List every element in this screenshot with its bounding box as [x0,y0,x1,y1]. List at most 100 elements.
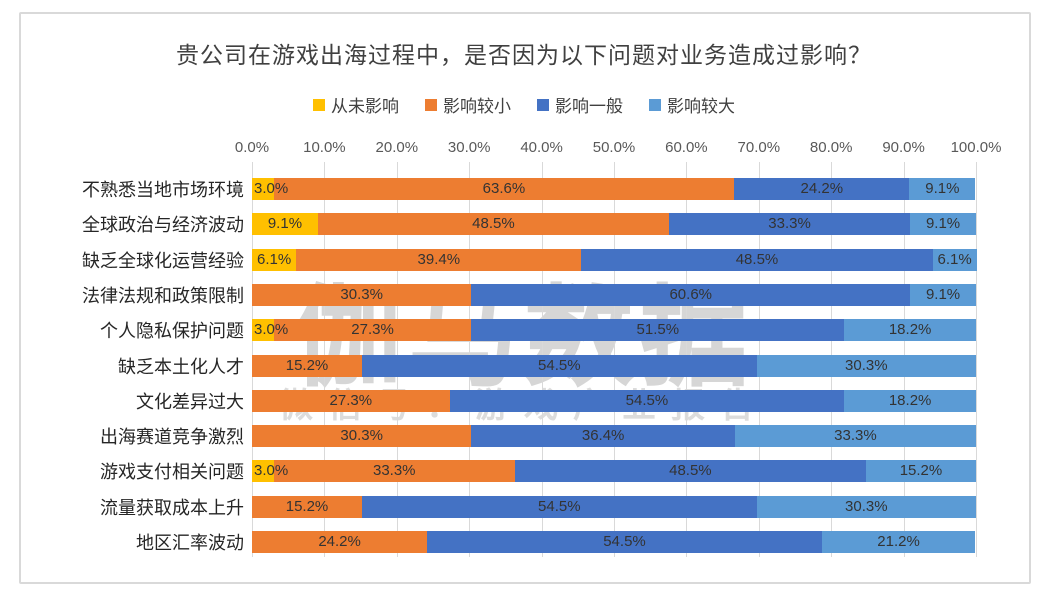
bar-segment [362,354,757,377]
legend-item-1: 从未影响 [313,92,399,117]
bar-segment [252,354,363,377]
bar-segment [273,319,472,342]
legend-swatch-icon [425,98,437,111]
legend-label: 影响较小 [443,97,511,116]
bar-segment-label: 48.5% [735,250,779,268]
bar-segment-label: 48.5% [669,462,712,480]
bar-segment [756,495,976,518]
bar-segment [909,178,976,200]
bar-segment [514,460,866,483]
bar-segment-label: 30.3% [845,497,888,515]
legend-swatch-icon [649,98,661,111]
bar-segment-label: 9.1% [925,215,961,233]
bar-segment-label: 3.0% [254,321,289,339]
bar-segment [844,389,976,412]
bar-segment-label: 24.2% [318,533,361,550]
bar-segment-label: 24.2% [800,180,844,197]
bar-segment [252,531,428,553]
axis-tick-label: 40.0% [520,139,563,156]
bar-segment-label: 9.1% [925,285,961,303]
bar-segment [317,213,669,236]
bar-segment [471,425,735,448]
bar-segment-label: 3.0% [254,462,289,480]
bar-segment [273,178,735,200]
category-axis: 不熟悉当地市场环境 全球政治与经济波动 缺乏全球化运营经验 法律法规和政策限制个人隐私… [28,162,244,557]
bar-segment [273,460,515,483]
bar-segment [252,460,274,483]
bar-row: 3.0% 63.6% 24.2% 9.1% [252,178,976,200]
bar-segment-label: 30.3% [340,285,383,303]
bar-segment-label: 54.5% [625,391,669,409]
category-label: 缺乏全球化运营经验 [82,250,244,271]
bar-segment [865,460,976,483]
bar-segment-label: 9.1% [267,215,303,233]
category-label: 缺乏本土化人才 [118,356,244,377]
category-label: 不熟悉当地市场环境 [82,180,244,200]
axis-tick-label: 100.0% [950,139,1002,156]
bar-segment [252,283,472,306]
bar-segment-label: 36.4% [581,427,625,445]
bar-segment [252,425,472,448]
bar-segment-label: 54.5% [538,497,581,515]
axis-tick-label: 20.0% [375,139,419,156]
bar-segment-label: 21.2% [877,533,920,550]
bar-segment-label: 63.6% [482,180,526,197]
category-label: 全球政治与经济波动 [82,215,244,236]
category-label: 出海赛道竞争激烈 [100,427,244,448]
category-label: 法律法规和政策限制 [82,285,244,306]
bar-segment [669,213,911,236]
bar-row: 30.3% 36.4% 33.3% [252,425,976,448]
bar-segment [252,178,274,200]
bar-segment [252,213,318,236]
axis-tick-label: 10.0% [303,139,346,156]
category-label: 流量获取成本上升 [100,497,244,518]
bar-row: 3.0% 33.3% 48.5% 15.2% [252,460,976,483]
legend-item-2: 影响较小 [425,92,511,117]
bar-segment [821,531,976,553]
bar-segment [252,495,363,518]
bar-segment [362,495,757,518]
axis-tick-label: 50.0% [592,139,636,156]
plot-area: 3.0% 63.6% 24.2% 9.1% 9.1% 48.5% 33.3% 9.1% 6.1%… [252,162,977,557]
bar-segment [910,283,976,306]
bar-segment [449,389,845,412]
legend-item-3: 影响一般 [537,92,623,117]
bar-segment-label: 27.3% [329,391,373,409]
bar-row: 9.1% 48.5% 33.3% 9.1% [252,213,976,236]
bar-segment-label: 6.1% [937,250,972,268]
chart-title: 贵公司在游戏出海过程中，是否因为以下问题对业务造成过影响？ [176,42,872,68]
gridline [976,162,977,557]
category-label: 个人隐私保护问题 [100,321,244,342]
bar-segment-label: 48.5% [472,215,515,233]
category-label: 地区汇率波动 [136,533,244,553]
axis-tick-label: 80.0% [809,139,853,156]
bar-segment-label: 54.5% [603,533,646,550]
legend-swatch-icon [313,98,325,111]
bar-segment [581,248,933,271]
legend-label: 影响一般 [555,97,623,116]
bar-segment [252,319,274,342]
axis-tick-label: 70.0% [737,139,781,156]
bar-segment [734,425,976,448]
bar-row: 15.2% 54.5% 30.3% [252,495,976,518]
axis-tick-label: 0.0% [234,139,270,156]
bar-segment-label: 30.3% [845,356,888,374]
bar-segment-label: 33.3% [834,427,877,445]
bar-segment [756,354,976,377]
bar-row: 3.0% 27.3% 51.5% 18.2% [252,319,976,342]
bar-segment [252,389,450,412]
x-axis: 0.0% 10.0% 20.0% 30.0% 40.0% 50.0% 60.0% 70.0% 8… [235,139,1002,157]
legend: 从未影响 影响较小 影响一般 影响较大 [0,92,1048,117]
legend-label: 影响较大 [667,97,735,116]
bar-segment [252,248,297,271]
bar-segment-label: 3.0% [254,180,289,197]
axis-tick-label: 90.0% [882,139,925,156]
bar-segment-label: 60.6% [669,285,713,303]
bar-segment-label: 33.3% [768,215,811,233]
bar-segment-label: 51.5% [636,321,680,339]
bar-row: 30.3% 60.6% 9.1% [252,283,976,306]
category-label: 游戏支付相关问题 [100,462,244,483]
legend-swatch-icon [537,98,549,111]
bar-segment [844,319,976,342]
bar-row: 27.3% 54.5% 18.2% [252,389,976,412]
